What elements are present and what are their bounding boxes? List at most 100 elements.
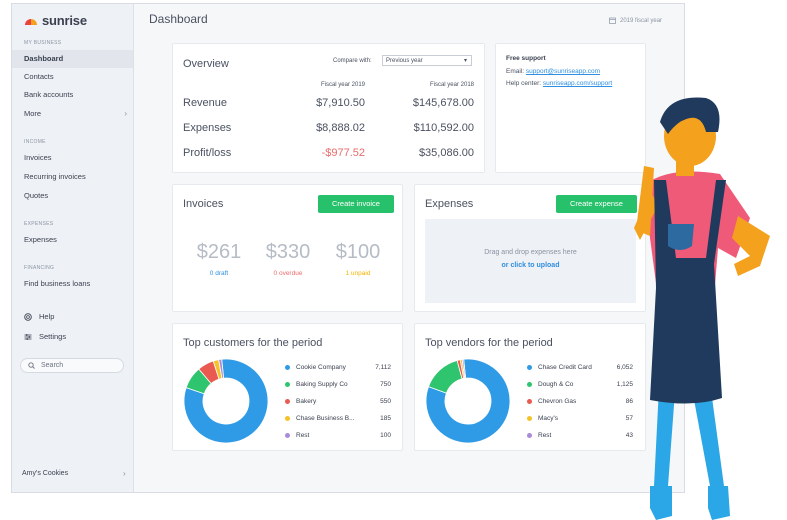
sidebar-section-expenses: EXPENSES (24, 221, 53, 227)
sidebar-item-dashboard[interactable]: Dashboard (12, 50, 133, 68)
sidebar-section-income: INCOME (24, 139, 46, 145)
legend-label: Macy's (538, 415, 558, 422)
legend-dot-icon (527, 416, 532, 421)
sidebar-item-invoices[interactable]: Invoices (12, 149, 133, 167)
legend-item: Rest (285, 432, 309, 439)
legend-dot-icon (285, 365, 290, 370)
settings-sliders-icon (24, 333, 32, 341)
invoice-overdue-link[interactable]: 0 overdue (258, 270, 318, 277)
revenue-label: Revenue (183, 97, 227, 109)
app-window: sunrise MY BUSINESS Dashboard Contacts B… (11, 3, 685, 493)
fiscal-year-selector[interactable]: 2019 fiscal year (609, 17, 662, 24)
legend-dot-icon (285, 416, 290, 421)
legend-value: 550 (361, 398, 391, 405)
legend-dot-icon (527, 399, 532, 404)
profit-loss-2019: -$977.52 (273, 147, 365, 159)
expenses-label: Expenses (183, 122, 231, 134)
legend-value: 7,112 (361, 364, 391, 371)
sidebar: sunrise MY BUSINESS Dashboard Contacts B… (12, 4, 134, 492)
sidebar-item-expenses[interactable]: Expenses (12, 231, 133, 249)
legend-value: 750 (361, 381, 391, 388)
support-email-link[interactable]: support@sunriseapp.com (526, 68, 600, 75)
top-vendors-donut-chart (423, 356, 513, 446)
chevron-right-icon: › (124, 105, 127, 123)
overview-title: Overview (183, 58, 229, 70)
legend-item: Bakery (285, 398, 316, 405)
company-switcher[interactable]: Amy's Cookies (22, 470, 68, 477)
top-customers-donut-chart (181, 356, 271, 446)
sidebar-item-recurring-invoices[interactable]: Recurring invoices (12, 168, 133, 186)
donut-slice (429, 360, 463, 393)
sidebar-item-more-label: More (24, 109, 41, 118)
sidebar-item-help[interactable]: Help (24, 312, 54, 321)
invoice-draft-link[interactable]: 0 draft (189, 270, 249, 277)
legend-item: Cookie Company (285, 364, 346, 371)
app-logo[interactable]: sunrise (24, 13, 87, 28)
legend-label: Chase Business B... (296, 415, 355, 422)
sidebar-item-bank-accounts[interactable]: Bank accounts (12, 86, 133, 104)
legend-item: Baking Supply Co (285, 381, 348, 388)
search-input[interactable]: Search (20, 358, 124, 373)
legend-item: Dough & Co (527, 381, 573, 388)
expenses-title: Expenses (425, 198, 473, 210)
help-center-link[interactable]: sunriseapp.com/support (543, 80, 612, 87)
top-customers-title: Top customers for the period (183, 337, 322, 349)
legend-item: Chase Business B... (285, 415, 355, 422)
legend-label: Chase Credit Card (538, 364, 592, 371)
help-center-label: Help center: (506, 80, 541, 87)
app-name: sunrise (42, 13, 87, 28)
shopkeeper-illustration (610, 88, 787, 520)
legend-value: 185 (361, 415, 391, 422)
upload-link[interactable]: or click to upload (425, 262, 636, 269)
legend-item: Macy's (527, 415, 558, 422)
profit-loss-label: Profit/loss (183, 147, 231, 159)
column-header-2018: Fiscal year 2018 (394, 82, 474, 88)
revenue-2019: $7,910.50 (273, 97, 365, 109)
sidebar-item-more[interactable]: More › (12, 105, 133, 123)
legend-label: Bakery (296, 398, 316, 405)
invoice-draft-amount: $261 (189, 241, 249, 264)
calendar-icon (609, 17, 616, 24)
invoice-overdue-amount: $330 (258, 241, 318, 264)
invoice-unpaid-link[interactable]: 1 unpaid (328, 270, 388, 277)
compare-select-value: Previous year (386, 58, 423, 64)
column-header-2019: Fiscal year 2019 (285, 82, 365, 88)
legend-label: Cookie Company (296, 364, 346, 371)
sidebar-section-my-business: MY BUSINESS (24, 40, 61, 46)
support-title: Free support (506, 55, 546, 62)
help-icon (24, 313, 32, 321)
legend-item: Chase Credit Card (527, 364, 592, 371)
sidebar-item-find-business-loans[interactable]: Find business loans (12, 275, 133, 293)
revenue-2018: $145,678.00 (373, 97, 474, 109)
legend-label: Rest (296, 432, 309, 439)
sidebar-item-help-label: Help (39, 312, 54, 321)
legend-dot-icon (285, 433, 290, 438)
legend-label: Rest (538, 432, 551, 439)
legend-label: Chevron Gas (538, 398, 576, 405)
legend-value: 100 (361, 432, 391, 439)
chevron-down-icon: ▾ (464, 56, 467, 67)
create-invoice-button[interactable]: Create invoice (318, 195, 394, 213)
sidebar-item-settings[interactable]: Settings (24, 332, 66, 341)
invoice-unpaid-amount: $100 (328, 241, 388, 264)
search-icon (28, 362, 35, 369)
legend-dot-icon (527, 365, 532, 370)
sidebar-item-contacts[interactable]: Contacts (12, 68, 133, 86)
profit-loss-2018: $35,086.00 (373, 147, 474, 159)
legend-dot-icon (527, 433, 532, 438)
compare-label: Compare with: (333, 58, 372, 64)
drop-zone-text: Drag and drop expenses here (425, 249, 636, 256)
top-customers-card: Top customers for the period Cookie Comp… (172, 323, 403, 451)
expenses-2019: $8,888.02 (273, 122, 365, 134)
top-vendors-title: Top vendors for the period (425, 337, 553, 349)
chevron-right-icon[interactable]: › (123, 469, 126, 478)
invoices-card: Invoices Create invoice $261 0 draft $33… (172, 184, 403, 312)
support-help-row: Help center: sunriseapp.com/support (506, 80, 612, 87)
sidebar-item-quotes[interactable]: Quotes (12, 187, 133, 205)
expense-drop-zone[interactable]: Drag and drop expenses here or click to … (425, 219, 636, 303)
sidebar-section-financing: FINANCING (24, 265, 54, 271)
legend-dot-icon (285, 399, 290, 404)
support-email-label: Email: (506, 68, 524, 75)
support-email-row: Email: support@sunriseapp.com (506, 68, 600, 75)
compare-select[interactable]: Previous year ▾ (382, 55, 472, 66)
